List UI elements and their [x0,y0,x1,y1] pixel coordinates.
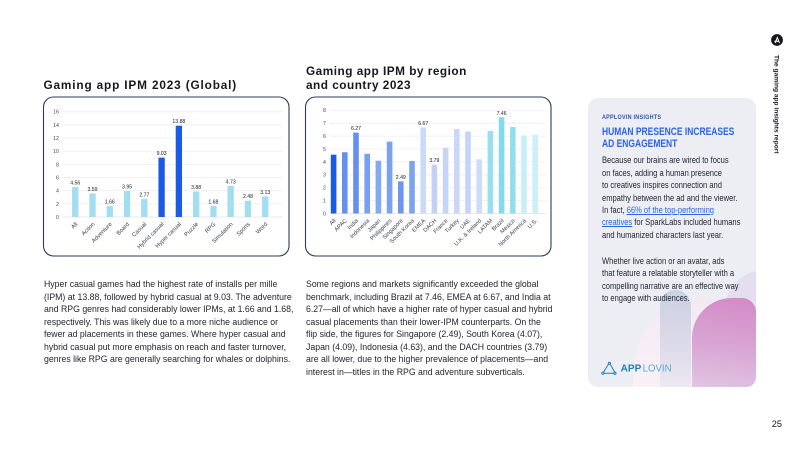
svg-text:6: 6 [56,175,59,181]
svg-text:8: 8 [56,162,59,168]
svg-text:All: All [70,222,79,231]
svg-text:All: All [329,218,338,227]
svg-text:7: 7 [323,121,326,127]
svg-text:3.88: 3.88 [191,185,201,191]
svg-text:3.13: 3.13 [260,190,270,196]
svg-text:0: 0 [323,211,326,217]
svg-text:2.49: 2.49 [396,175,406,181]
svg-text:14: 14 [53,123,59,129]
svg-text:2: 2 [56,202,59,208]
svg-text:8: 8 [323,108,326,114]
svg-text:5: 5 [323,147,326,153]
svg-text:6.27: 6.27 [351,126,361,132]
svg-text:3: 3 [323,173,326,179]
svg-text:7.46: 7.46 [497,111,507,117]
svg-text:4: 4 [56,189,59,195]
svg-text:1: 1 [323,199,326,205]
svg-text:APP: APP [621,364,642,375]
svg-text:2.48: 2.48 [243,194,253,200]
svg-text:3.59: 3.59 [88,187,98,193]
svg-text:4.73: 4.73 [226,179,236,185]
svg-text:LOVIN: LOVIN [643,364,672,375]
svg-text:4.56: 4.56 [70,181,80,187]
svg-text:3.95: 3.95 [122,185,132,191]
svg-text:1.66: 1.66 [105,200,115,206]
svg-text:1.68: 1.68 [208,199,218,205]
svg-text:12: 12 [53,136,59,142]
svg-text:13.88: 13.88 [172,119,185,125]
svg-text:9.03: 9.03 [157,151,167,157]
svg-text:6: 6 [323,134,326,140]
svg-text:2: 2 [323,186,326,192]
svg-text:0: 0 [56,215,59,221]
svg-text:10: 10 [53,149,59,155]
svg-text:6.67: 6.67 [418,121,428,127]
svg-text:3.79: 3.79 [429,158,439,164]
svg-text:2.77: 2.77 [139,192,149,198]
svg-text:16: 16 [53,110,59,116]
svg-text:4: 4 [323,160,326,166]
